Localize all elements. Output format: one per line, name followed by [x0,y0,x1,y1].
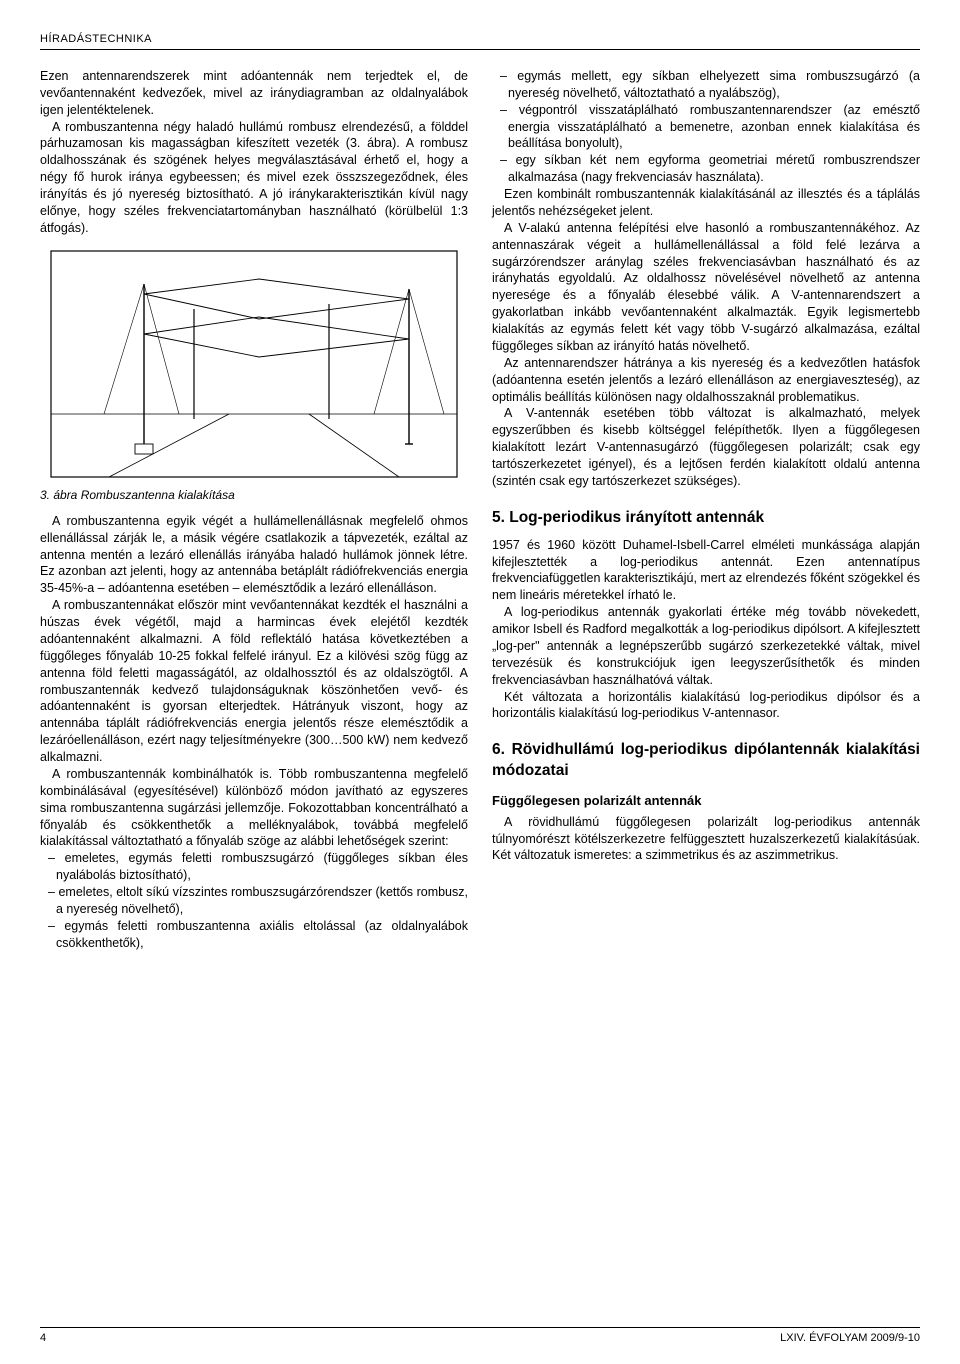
figure-3 [40,249,468,479]
p4: A rombuszantennákat először mint vevőant… [40,597,468,766]
p12: Két változata a horizontális kialakítású… [492,689,920,723]
right-column: – egymás mellett, egy síkban elhelyezett… [492,68,920,952]
page-number: 4 [40,1331,46,1346]
bullet-1: – emeletes, egymás feletti rombuszsugárz… [48,850,468,884]
p7: A V-alakú antenna felépítési elve hasonl… [492,220,920,355]
bullet-2: – emeletes, eltolt síkú vízszintes rombu… [48,884,468,918]
p8: Az antennarendszer hátránya a kis nyeres… [492,355,920,406]
p9: A V-antennák esetében több változat is a… [492,405,920,489]
bullet-6: – egy síkban két nem egyforma geometriai… [500,152,920,186]
p5: A rombuszantennák kombinálhatók is. Több… [40,766,468,850]
issue-label: LXIV. ÉVFOLYAM 2009/9-10 [780,1331,920,1346]
bullet-3: – egymás feletti rombuszantenna axiális … [48,918,468,952]
right-bullets: – egymás mellett, egy síkban elhelyezett… [500,68,920,186]
section-6-heading: 6. Rövidhullámú log-periodikus dipólante… [492,740,920,782]
p13: A rövidhullámú függőlegesen polarizált l… [492,814,920,865]
bullet-5: – végpontról visszatáplálható rombuszant… [500,102,920,153]
bullet-4: – egymás mellett, egy síkban elhelyezett… [500,68,920,102]
p3: A rombuszantenna egyik végét a hullámell… [40,513,468,597]
page-footer: 4 LXIV. ÉVFOLYAM 2009/9-10 [40,1327,920,1346]
page-header: HÍRADÁSTECHNIKA [40,30,920,50]
p6: Ezen kombinált rombuszantennák kialakítá… [492,186,920,220]
p1: Ezen antennarendszerek mint adóantennák … [40,68,468,119]
figure-3-caption: 3. ábra Rombuszantenna kialakítása [40,487,468,503]
left-bullets: – emeletes, egymás feletti rombuszsugárz… [48,850,468,951]
section-6-subheading: Függőlegesen polarizált antennák [492,792,920,810]
content-columns: Ezen antennarendszerek mint adóantennák … [40,68,920,952]
p10: 1957 és 1960 között Duhamel-Isbell-Carre… [492,537,920,605]
p2: A rombuszantenna négy haladó hullámú rom… [40,119,468,237]
rhombus-antenna-svg [49,249,459,479]
p11: A log-periodikus antennák gyakorlati ért… [492,604,920,688]
section-5-heading: 5. Log-periodikus irányított antennák [492,508,920,529]
left-column: Ezen antennarendszerek mint adóantennák … [40,68,468,952]
header-title: HÍRADÁSTECHNIKA [40,33,152,45]
